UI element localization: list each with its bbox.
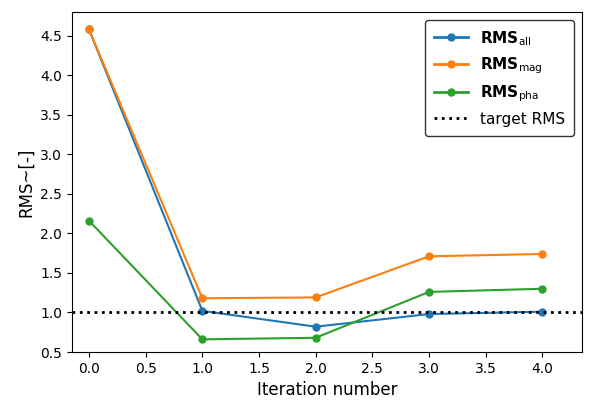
Y-axis label: RMS~[-]: RMS~[-]	[17, 147, 35, 217]
X-axis label: Iteration number: Iteration number	[257, 381, 397, 399]
Legend: $\bf{RMS}$$_\mathrm{all}$, $\bf{RMS}$$_\mathrm{mag}$, $\bf{RMS}$$_\mathrm{pha}$,: $\bf{RMS}$$_\mathrm{all}$, $\bf{RMS}$$_\…	[425, 20, 574, 136]
